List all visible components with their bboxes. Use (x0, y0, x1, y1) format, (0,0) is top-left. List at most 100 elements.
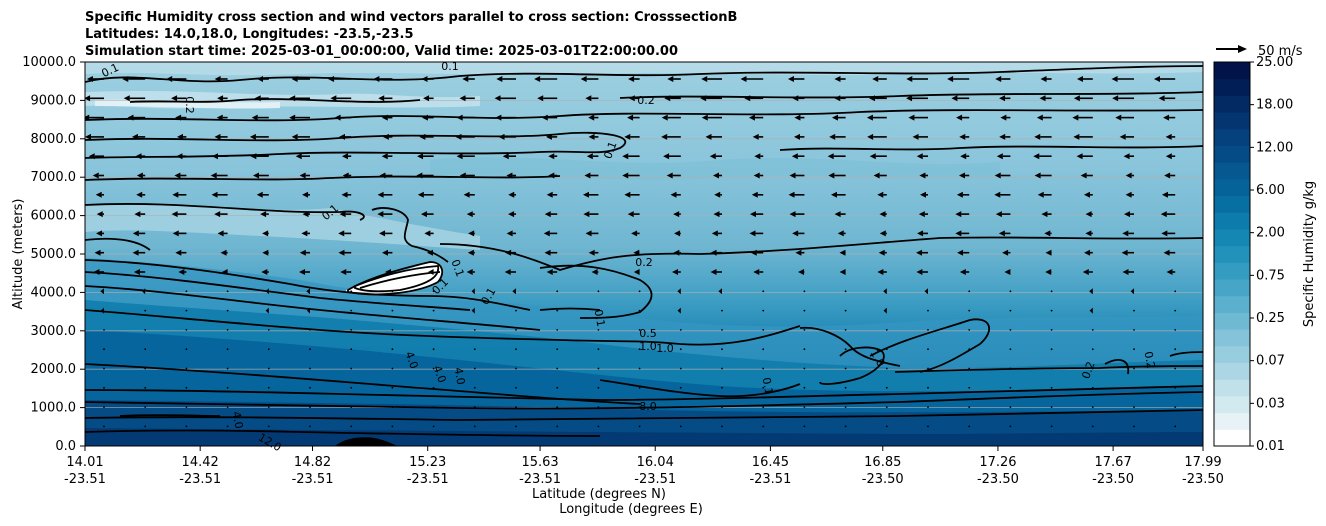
svg-text:1.0: 1.0 (639, 340, 657, 353)
wind-vector (301, 230, 310, 237)
wind-vector (381, 249, 393, 256)
wind-vector (762, 329, 765, 331)
svg-text:0.1: 0.1 (441, 60, 459, 73)
contour-label: 0.2 (1142, 350, 1158, 369)
wind-vector (556, 386, 559, 389)
wind-vector (1124, 211, 1134, 218)
svg-text:0.2: 0.2 (1079, 360, 1097, 381)
wind-vector (789, 172, 805, 179)
wind-vector (762, 386, 765, 389)
wind-vector (267, 406, 270, 408)
colorbar-segment (1214, 245, 1250, 263)
wind-vector (828, 172, 846, 179)
wind-vector (136, 191, 146, 198)
wind-vector (1072, 114, 1093, 121)
quiver-key: 50 m/s (1216, 44, 1303, 59)
x-tick-label-lon: -23.50 (862, 472, 904, 487)
wind-vector (1123, 153, 1134, 160)
wind-vector (85, 95, 104, 102)
wind-vector (494, 95, 516, 102)
svg-text:4.0: 4.0 (452, 366, 468, 385)
wind-vector (622, 172, 640, 179)
contour-label: 0.1 (601, 140, 619, 161)
colorbar-segment (1214, 312, 1250, 330)
wind-vector (1163, 114, 1176, 121)
wind-vector (210, 172, 228, 179)
wind-vector (916, 153, 928, 160)
wind-vector (381, 114, 393, 121)
wind-vector (506, 230, 516, 237)
wind-vector (391, 367, 394, 370)
svg-text:0.1: 0.1 (448, 258, 466, 279)
wind-vector (803, 386, 806, 389)
y-tick-label: 4000.0 (31, 285, 77, 300)
wind-vector (391, 290, 394, 293)
wind-vector (844, 309, 847, 312)
wind-vector (556, 367, 559, 370)
wind-vector (226, 386, 229, 389)
wind-vector (679, 329, 682, 331)
wind-vector (1050, 290, 1053, 293)
wind-vector (299, 249, 310, 256)
wind-vector (877, 269, 887, 275)
wind-vector (85, 114, 104, 121)
wind-vector (502, 153, 516, 160)
wind-vector (103, 329, 105, 331)
wind-vector (226, 367, 229, 370)
wind-vector (999, 133, 1011, 140)
wind-vector (432, 367, 435, 370)
wind-vector (421, 114, 434, 121)
svg-text:0.2: 0.2 (183, 96, 196, 114)
wind-vector (92, 172, 104, 179)
wind-vector (103, 348, 105, 351)
wind-vector (597, 406, 600, 408)
wind-vector (421, 76, 434, 82)
x-tick-label-lat: 17.99 (1184, 455, 1221, 470)
wind-vector (794, 114, 805, 121)
wind-vector (432, 329, 435, 331)
wind-vector (1091, 329, 1094, 331)
x-tick-label-lon: -23.50 (1092, 472, 1134, 487)
wind-vector (185, 329, 188, 331)
colorbar-tick-label: 18.00 (1256, 98, 1293, 113)
quiver-key-arrowhead (1238, 45, 1247, 53)
colorbar-tick-label: 2.00 (1256, 226, 1285, 241)
wind-vector (999, 95, 1011, 102)
wind-vector (302, 191, 310, 198)
wind-vector (968, 425, 971, 428)
wind-vector (1045, 269, 1052, 275)
x-tick-label-lon: -23.51 (519, 472, 561, 487)
wind-vector (1085, 230, 1093, 237)
wind-vector (1133, 406, 1135, 408)
wind-vector (679, 406, 682, 408)
wind-vector (456, 153, 475, 160)
wind-vector (1050, 386, 1053, 389)
wind-vector (556, 425, 559, 428)
wind-vector (883, 288, 887, 295)
wind-vector (958, 172, 970, 179)
colorbar-segment (1214, 95, 1250, 113)
wind-vector (1009, 386, 1012, 389)
wind-vector (471, 288, 475, 295)
wind-vector (226, 406, 229, 408)
wind-vector (350, 425, 353, 428)
contour-label: 4.0 (402, 350, 420, 371)
wind-vector (996, 153, 1011, 160)
wind-vector (927, 425, 929, 428)
wind-vector (432, 348, 435, 351)
wind-vector (103, 367, 105, 370)
wind-vector (679, 367, 682, 370)
wind-vector (916, 249, 928, 256)
wind-vector (957, 249, 970, 256)
wind-vector (473, 406, 476, 408)
wind-vector (251, 114, 269, 121)
colorbar-tick-label: 0.25 (1256, 311, 1285, 326)
wind-vector (624, 133, 640, 140)
title-line-1: Specific Humidity cross section and wind… (85, 10, 738, 25)
wind-vector (1174, 367, 1177, 370)
wind-vector (1050, 367, 1053, 370)
wind-vector (1009, 425, 1012, 428)
x-tick-label-lon: -23.51 (292, 472, 334, 487)
wind-vector (466, 211, 475, 218)
wind-vector (1163, 249, 1176, 256)
